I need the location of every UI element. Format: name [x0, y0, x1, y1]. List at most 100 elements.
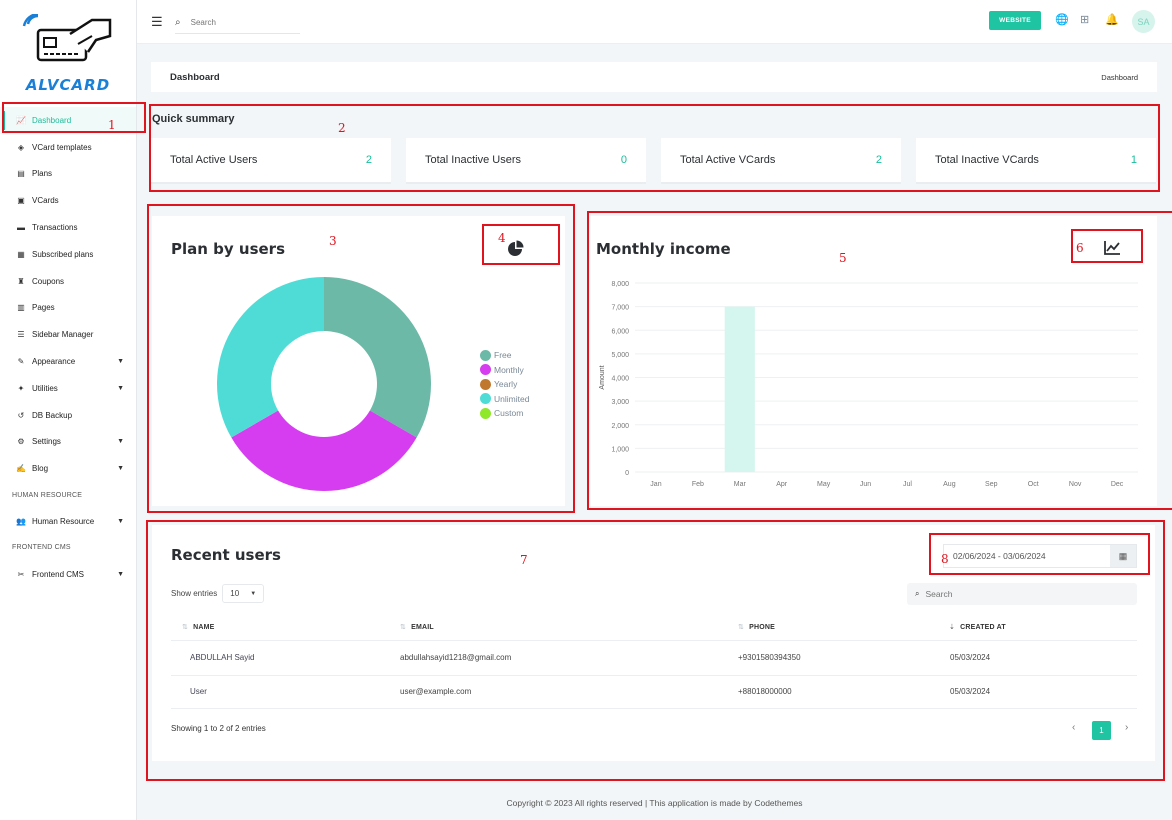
sidebar-item-sidebar-manager[interactable]: ☰ Sidebar Manager [0, 321, 136, 348]
date-range-picker[interactable]: ▦ [943, 544, 1137, 568]
sidebar-item-frontend-cms[interactable]: ✂ Frontend CMS ▼ [0, 561, 136, 588]
sidebar-item-utilities[interactable]: ✦ Utilities ▼ [0, 375, 136, 402]
sidebar-item-vcard-templates[interactable]: ◈ VCard templates [0, 134, 136, 161]
prev-page-icon[interactable]: ‹ [1072, 722, 1076, 733]
caret-down-icon: ▼ [117, 438, 124, 446]
pie-chart-icon[interactable] [505, 239, 525, 259]
sidebar-item-pages[interactable]: ▥ Pages [0, 295, 136, 322]
column-header-email[interactable]: ⇅ EMAIL [400, 623, 434, 631]
column-header-name[interactable]: ⇅ NAME [182, 623, 215, 631]
sidebar-item-transactions[interactable]: ▬ Transactions [0, 214, 136, 241]
legend-label: Monthly [494, 364, 524, 375]
x-tick-label: Apr [776, 481, 788, 488]
legend-dot [480, 378, 491, 390]
sidebar-item-label: Transactions [32, 223, 78, 233]
sidebar-item-label: Appearance [32, 357, 76, 367]
table-search: ⌕ [907, 583, 1137, 605]
book-icon: ▥ [17, 303, 25, 313]
date-range-input[interactable] [944, 551, 1104, 561]
donut-slice-free[interactable] [324, 277, 431, 438]
sidebar-nav: 📈 Dashboard ◈ VCard templates ▤ Plans ▣ VCar… [0, 107, 136, 588]
calendar-icon[interactable]: ▦ [1110, 545, 1136, 567]
column-header-phone[interactable]: ⇅ PHONE [738, 623, 775, 631]
caret-down-icon: ▼ [250, 590, 257, 597]
plan-by-users-title: Plan by users [171, 240, 286, 258]
legend-label: Custom [494, 408, 524, 419]
sidebar-item-coupons[interactable]: ♜ Coupons [0, 268, 136, 295]
x-tick-label: Jul [903, 481, 912, 488]
annotation-number: 1 [108, 118, 116, 132]
sidebar-item-dashboard[interactable]: 📈 Dashboard [0, 107, 136, 134]
x-tick-label: Aug [943, 481, 956, 488]
cell-name[interactable]: User [190, 687, 207, 696]
monthly-income-title: Monthly income [596, 240, 731, 258]
website-button[interactable]: WEBSITE [989, 11, 1041, 30]
sidebar-item-plans[interactable]: ▤ Plans [0, 161, 136, 188]
table-search-input[interactable] [925, 589, 1106, 599]
sidebar-item-label: VCard templates [32, 142, 92, 152]
sidebar-item-label: Subscribed plans [32, 249, 94, 259]
column-header-created-at[interactable]: ⇣ CREATED AT [949, 623, 1006, 631]
sidebar-item-label: Pages [32, 303, 55, 313]
hamburger-menu-icon[interactable]: ☰ [151, 14, 163, 29]
caret-down-icon: ▼ [117, 518, 124, 526]
donut-slice-monthly[interactable] [231, 410, 417, 492]
line-chart-icon[interactable] [1103, 240, 1121, 256]
y-tick-label: 5,000 [611, 352, 629, 359]
backup-icon: ↺ [17, 410, 25, 420]
sidebar-item-settings[interactable]: ⚙ Settings ▼ [0, 429, 136, 456]
sort-icon: ⇅ [738, 624, 745, 631]
sidebar-item-blog[interactable]: ✍ Blog ▼ [0, 455, 136, 482]
sidebar-item-subscribed-plans[interactable]: ▦ Subscribed plans [0, 241, 136, 268]
entries-select[interactable]: 10 ▼ [222, 584, 265, 603]
legend-item-yearly[interactable]: Yearly [480, 377, 529, 392]
globe-icon[interactable]: 🌐 [1055, 14, 1069, 26]
stat-value: 2 [365, 154, 372, 166]
brand-logo[interactable]: ALVCARD [0, 0, 136, 100]
legend-item-free[interactable]: Free [480, 348, 529, 363]
column-header-label: CREATED AT [960, 624, 1006, 631]
y-tick-label: 1,000 [611, 446, 629, 453]
cell-email: abdullahsayid1218@gmail.com [400, 653, 512, 662]
breadcrumb[interactable]: Dashboard [1101, 72, 1138, 82]
show-entries-label: Show entries [171, 589, 218, 598]
avatar[interactable]: SA [1132, 10, 1155, 33]
blog-icon: ✍ [16, 464, 26, 474]
legend-item-monthly[interactable]: Monthly [480, 363, 529, 378]
cell-name[interactable]: ABDULLAH Sayid [190, 653, 255, 662]
sidebar-item-vcards[interactable]: ▣ VCards [0, 187, 136, 214]
top-search: ⌕ [175, 12, 300, 34]
quick-summary-title: Quick summary [152, 113, 235, 125]
brush-icon: ✎ [17, 357, 25, 367]
legend-label: Unlimited [494, 393, 530, 404]
column-header-label: PHONE [749, 624, 775, 631]
sidebar-item-label: Human Resource [32, 517, 95, 527]
cell-phone: +9301580394350 [738, 653, 801, 662]
annotation-number: 4 [498, 231, 506, 245]
page-button-active[interactable]: 1 [1092, 721, 1111, 740]
donut-slice-unlimited[interactable] [217, 277, 324, 438]
sidebar-item-human-resource[interactable]: 👥 Human Resource ▼ [0, 508, 136, 535]
sidebar-item-label: Blog [32, 464, 49, 474]
bar-mar[interactable] [724, 306, 755, 472]
sidebar-item-appearance[interactable]: ✎ Appearance ▼ [0, 348, 136, 375]
next-page-icon[interactable]: › [1125, 722, 1129, 733]
sidebar-item-label: Dashboard [32, 115, 72, 125]
y-tick-label: 6,000 [611, 328, 629, 335]
legend-item-custom[interactable]: Custom [480, 406, 529, 421]
cell-created: 05/03/2024 [950, 687, 991, 696]
sort-desc-icon: ⇣ [949, 624, 956, 631]
top-bar: ☰ ⌕ WEBSITE 🌐 ⊞ 🔔 SA [137, 0, 1172, 44]
top-search-input[interactable] [190, 18, 281, 27]
legend-item-unlimited[interactable]: Unlimited [480, 392, 529, 407]
box-icon: ▦ [17, 249, 25, 259]
annotation-number: 7 [520, 553, 528, 567]
add-square-icon[interactable]: ⊞ [1080, 14, 1090, 26]
sidebar-item-db-backup[interactable]: ↺ DB Backup [0, 402, 136, 429]
stat-card-inactive-users: Total Inactive Users 0 [406, 138, 646, 184]
bell-icon[interactable]: 🔔 [1105, 14, 1119, 26]
annotation-number: 6 [1076, 241, 1084, 255]
legend-dot [480, 349, 491, 361]
caret-down-icon: ▼ [117, 465, 124, 473]
wrench-icon: ✦ [17, 383, 25, 393]
